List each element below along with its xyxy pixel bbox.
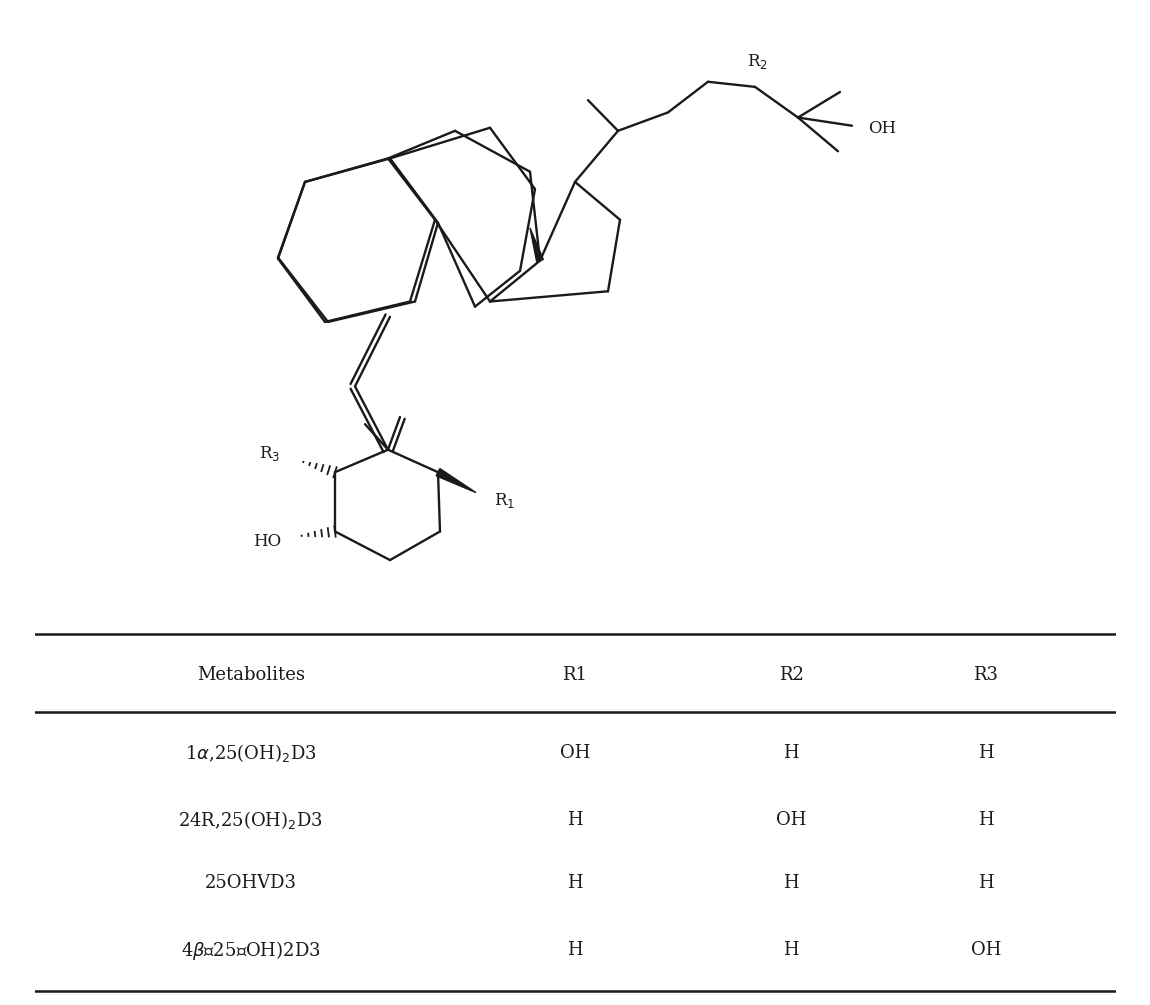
Text: 24R,25(OH)$_2$D3: 24R,25(OH)$_2$D3 [178,809,323,831]
Polygon shape [436,468,476,492]
Text: R$_2$: R$_2$ [746,52,767,70]
Text: 4$\beta$，25（OH)2D3: 4$\beta$，25（OH)2D3 [181,939,321,962]
Text: H: H [978,745,994,762]
Text: OH: OH [560,745,590,762]
Text: R$_3$: R$_3$ [260,444,281,463]
Text: H: H [567,811,583,829]
Text: OH: OH [971,942,1000,960]
Text: Metabolites: Metabolites [197,666,305,684]
Polygon shape [530,228,543,261]
Text: H: H [783,874,799,892]
Text: R3: R3 [973,666,998,684]
Text: 1$\alpha$,25(OH)$_2$D3: 1$\alpha$,25(OH)$_2$D3 [185,743,316,764]
Text: H: H [978,874,994,892]
Text: R2: R2 [779,666,804,684]
Text: H: H [567,874,583,892]
Text: H: H [978,811,994,829]
Text: R1: R1 [562,666,588,684]
Text: OH: OH [776,811,806,829]
Text: OH: OH [868,121,896,138]
Text: H: H [783,745,799,762]
Text: H: H [783,942,799,960]
Text: R$_1$: R$_1$ [494,491,515,511]
Text: H: H [567,942,583,960]
Text: HO: HO [253,534,281,550]
Text: 25OHVD3: 25OHVD3 [205,874,297,892]
